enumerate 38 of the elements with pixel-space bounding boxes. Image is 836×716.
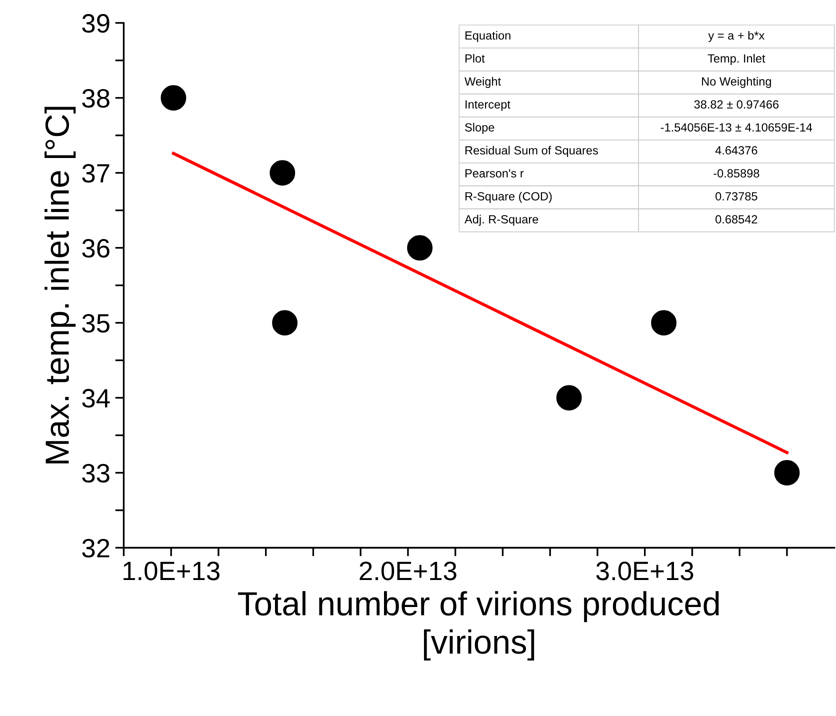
x-tick-label: 1.0E+13	[124, 562, 220, 580]
point	[556, 385, 582, 411]
y-tick-label: 36	[82, 238, 110, 258]
annotation: Residual Sum of Squares	[465, 146, 598, 157]
annotation: Slope	[465, 122, 494, 134]
y-tick-label: 35	[82, 314, 110, 333]
annotation: Plot	[465, 54, 485, 63]
x-tick-label: 3.0E+13	[596, 562, 694, 580]
point	[774, 460, 800, 486]
x-tick-label: 2.0E+13	[360, 562, 456, 580]
y-tick-label: 32	[82, 538, 110, 558]
y-axis-title: Max. temp. inlet line [°C]	[44, 106, 76, 464]
x-axis-title: Total number of virions produced [virions]	[238, 591, 719, 660]
annotation: 0.73785	[716, 192, 758, 200]
annotation: Pearson's r	[465, 169, 524, 178]
annotation: R-Square (COD)	[465, 192, 552, 203]
annotation: 0.68542	[716, 215, 758, 224]
annotation: Equation	[465, 30, 510, 42]
annotation: y = a + b*x	[708, 30, 764, 42]
annotation: Weight	[464, 76, 501, 88]
annotation: -1.54056E-13 ± 4.10659E-14	[660, 123, 812, 132]
point	[272, 310, 298, 336]
annotation: 4.64376	[715, 146, 758, 155]
annotation: Intercept	[466, 100, 510, 111]
point	[270, 160, 296, 186]
y-tick-label: 37	[82, 164, 110, 183]
annotation: No Weighting	[702, 76, 771, 88]
y-tick-label: 38	[82, 89, 110, 108]
y-tick-label: 33	[82, 464, 110, 483]
annotation: 38.82 ± 0.97466	[694, 100, 779, 109]
annotation: Temp. Inlet	[708, 54, 766, 65]
annotation: Adj. R-Square	[464, 214, 538, 226]
point	[407, 235, 433, 261]
point	[160, 85, 186, 111]
annotation: -0.85898	[714, 169, 760, 178]
y-tick-label: 34	[82, 388, 110, 408]
point	[651, 310, 677, 336]
y-tick-label: 39	[82, 14, 110, 33]
